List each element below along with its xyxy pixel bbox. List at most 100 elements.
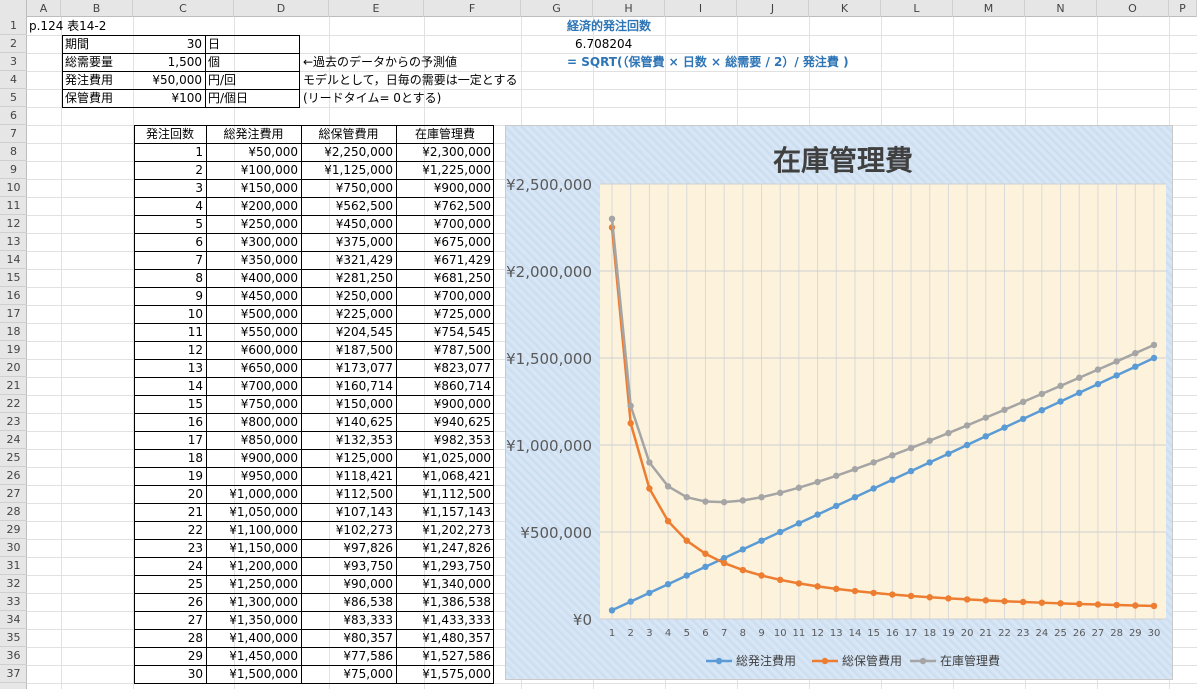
table-cell[interactable]: ¥281,250 (335, 271, 393, 285)
table-cell[interactable]: ¥562,500 (335, 199, 393, 213)
table-cell[interactable]: ¥1,000,000 (229, 487, 298, 501)
column-header-o[interactable]: O (1097, 0, 1169, 17)
row-header-13[interactable]: 13 (0, 233, 27, 251)
param-value[interactable]: 30 (186, 37, 202, 51)
note-forecast[interactable]: ←過去のデータからの予測値 (303, 55, 458, 69)
column-header-m[interactable]: M (953, 0, 1025, 17)
param-unit[interactable]: 個 (208, 55, 221, 69)
table-cell[interactable]: ¥671,429 (433, 253, 491, 267)
table-cell[interactable]: 3 (195, 181, 203, 195)
table-cell[interactable]: ¥1,068,421 (422, 469, 491, 483)
table-cell[interactable]: ¥93,750 (343, 559, 393, 573)
row-header-37[interactable]: 37 (0, 665, 27, 683)
table-cell[interactable]: 10 (187, 307, 203, 321)
column-header-d[interactable]: D (234, 0, 329, 17)
row-header-33[interactable]: 33 (0, 593, 27, 611)
row-header-12[interactable]: 12 (0, 215, 27, 233)
table-cell[interactable]: 30 (187, 667, 203, 681)
table-cell[interactable]: 4 (195, 199, 203, 213)
table-cell[interactable]: 5 (195, 217, 203, 231)
table-cell[interactable]: ¥400,000 (240, 271, 298, 285)
row-header-8[interactable]: 8 (0, 143, 27, 161)
row-header-18[interactable]: 18 (0, 323, 27, 341)
table-cell[interactable]: ¥90,000 (343, 577, 393, 591)
column-header-p[interactable]: P (1169, 0, 1197, 17)
note-demand-model[interactable]: モデルとして，日毎の需要は一定とする (303, 73, 518, 87)
table-cell[interactable]: 1 (195, 145, 203, 159)
row-header-27[interactable]: 27 (0, 485, 27, 503)
table-cell[interactable]: ¥900,000 (433, 397, 491, 411)
row-header-25[interactable]: 25 (0, 449, 27, 467)
table-cell[interactable]: 25 (187, 577, 203, 591)
table-cell[interactable]: ¥50,000 (248, 145, 298, 159)
column-header-k[interactable]: K (809, 0, 881, 17)
row-header-4[interactable]: 4 (0, 71, 27, 89)
table-cell[interactable]: ¥900,000 (433, 181, 491, 195)
table-cell[interactable]: ¥1,293,750 (422, 559, 491, 573)
table-cell[interactable]: ¥700,000 (433, 217, 491, 231)
table-cell[interactable]: ¥754,545 (433, 325, 491, 339)
table-cell[interactable]: ¥1,150,000 (229, 541, 298, 555)
table-cell[interactable]: 23 (187, 541, 203, 555)
table-cell[interactable]: ¥450,000 (240, 289, 298, 303)
table-cell[interactable]: ¥850,000 (240, 433, 298, 447)
row-header-17[interactable]: 17 (0, 305, 27, 323)
table-cell[interactable]: 29 (187, 649, 203, 663)
table-cell[interactable]: ¥1,157,143 (422, 505, 491, 519)
table-cell[interactable]: 8 (195, 271, 203, 285)
table-cell[interactable]: 2 (195, 163, 203, 177)
table-cell[interactable]: ¥83,333 (343, 613, 393, 627)
row-header-2[interactable]: 2 (0, 35, 27, 53)
table-cell[interactable]: 15 (187, 397, 203, 411)
table-header[interactable]: 総保管費用 (318, 127, 379, 141)
table-cell[interactable]: ¥1,100,000 (229, 523, 298, 537)
row-header-11[interactable]: 11 (0, 197, 27, 215)
table-cell[interactable]: ¥1,480,357 (422, 631, 491, 645)
table-cell[interactable]: ¥125,000 (335, 451, 393, 465)
table-cell[interactable]: ¥900,000 (240, 451, 298, 465)
table-header[interactable]: 発注回数 (145, 127, 194, 141)
table-cell[interactable]: ¥1,200,000 (229, 559, 298, 573)
row-header-22[interactable]: 22 (0, 395, 27, 413)
column-header-l[interactable]: L (881, 0, 953, 17)
column-header-b[interactable]: B (61, 0, 133, 17)
table-cell[interactable]: ¥1,025,000 (422, 451, 491, 465)
row-header-34[interactable]: 34 (0, 611, 27, 629)
table-cell[interactable]: ¥160,714 (335, 379, 393, 393)
table-cell[interactable]: 14 (187, 379, 203, 393)
table-cell[interactable]: ¥725,000 (433, 307, 491, 321)
table-cell[interactable]: ¥450,000 (335, 217, 393, 231)
param-label[interactable]: 総需要量 (65, 55, 114, 69)
table-cell[interactable]: ¥700,000 (433, 289, 491, 303)
table-cell[interactable]: 9 (195, 289, 203, 303)
table-cell[interactable]: ¥97,826 (343, 541, 393, 555)
table-cell[interactable]: 26 (187, 595, 203, 609)
table-cell[interactable]: ¥1,112,500 (422, 487, 491, 501)
table-cell[interactable]: 27 (187, 613, 203, 627)
column-header-e[interactable]: E (329, 0, 424, 17)
table-cell[interactable]: ¥132,353 (335, 433, 393, 447)
table-cell[interactable]: ¥1,225,000 (422, 163, 491, 177)
table-cell[interactable]: 17 (187, 433, 203, 447)
param-value[interactable]: ¥100 (171, 91, 202, 105)
row-header-19[interactable]: 19 (0, 341, 27, 359)
param-unit[interactable]: 日 (208, 37, 221, 51)
table-cell[interactable]: 24 (187, 559, 203, 573)
eoq-value[interactable]: 6.708204 (575, 37, 633, 51)
row-header-9[interactable]: 9 (0, 161, 27, 179)
table-cell[interactable]: ¥860,714 (433, 379, 491, 393)
column-header-a[interactable]: A (27, 0, 61, 17)
table-cell[interactable]: ¥300,000 (240, 235, 298, 249)
table-cell[interactable]: ¥112,500 (335, 487, 393, 501)
table-cell[interactable]: ¥150,000 (240, 181, 298, 195)
param-label[interactable]: 期間 (65, 37, 90, 51)
table-cell[interactable]: ¥140,625 (335, 415, 393, 429)
column-header-h[interactable]: H (593, 0, 665, 17)
table-cell[interactable]: 22 (187, 523, 203, 537)
table-cell[interactable]: ¥375,000 (335, 235, 393, 249)
row-header-30[interactable]: 30 (0, 539, 27, 557)
table-cell[interactable]: ¥107,143 (335, 505, 393, 519)
column-header-i[interactable]: I (665, 0, 737, 17)
table-cell[interactable]: ¥100,000 (240, 163, 298, 177)
row-header-21[interactable]: 21 (0, 377, 27, 395)
